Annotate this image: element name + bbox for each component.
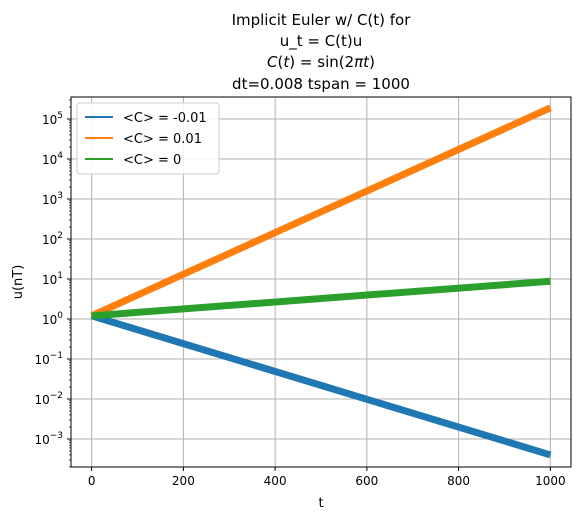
y-tick-label: 10−2	[34, 391, 63, 407]
x-tick-label: 600	[355, 474, 378, 488]
plot-frame	[70, 96, 572, 468]
x-tick-label: 800	[447, 474, 470, 488]
legend-label-3: <C> = 0	[123, 153, 181, 168]
series-line-3	[91, 277, 551, 320]
x-tick-label: 400	[264, 474, 287, 488]
y-tick-label: 102	[42, 231, 63, 247]
y-tick-label: 100	[42, 311, 63, 327]
series-line-2	[90, 104, 552, 320]
y-tick-label: 103	[42, 191, 63, 207]
y-axis-label: u(nT)	[11, 265, 26, 300]
axes: 0 200 400 600 800 1000 10−3 10−2 10−1 100 101 102 10…	[34, 99, 566, 488]
legend-label-1: <C> = -0.01	[123, 111, 207, 126]
legend-box	[76, 102, 220, 175]
series-group	[90, 104, 552, 459]
y-tick-label: 101	[42, 271, 63, 287]
title-math-lhs: C	[267, 53, 278, 71]
y-tick-label: 104	[42, 151, 63, 167]
y-tick-label: 10−3	[34, 431, 63, 447]
title-line-2: u_t = C(t)u	[280, 32, 363, 51]
y-tick-label: 105	[42, 111, 63, 127]
title-line-3-math: C(t) = sin(2πt)	[267, 53, 375, 71]
series-line-1	[90, 312, 552, 459]
x-axis-label: t	[318, 496, 323, 511]
chart-title: Implicit Euler w/ C(t) for u_t = C(t)u C…	[232, 11, 412, 93]
title-line-4: dt=0.008 tspan = 1000	[232, 75, 410, 93]
x-tick-label: 1000	[535, 474, 566, 488]
legend-label-2: <C> = 0.01	[123, 132, 202, 147]
title-line-1: Implicit Euler w/ C(t) for	[232, 11, 412, 29]
x-tick-label: 0	[88, 474, 96, 488]
y-tick-label: 10−1	[34, 351, 63, 367]
x-tick-label: 200	[172, 474, 195, 488]
legend: <C> = -0.01 <C> = 0.01 <C> = 0	[76, 102, 220, 175]
